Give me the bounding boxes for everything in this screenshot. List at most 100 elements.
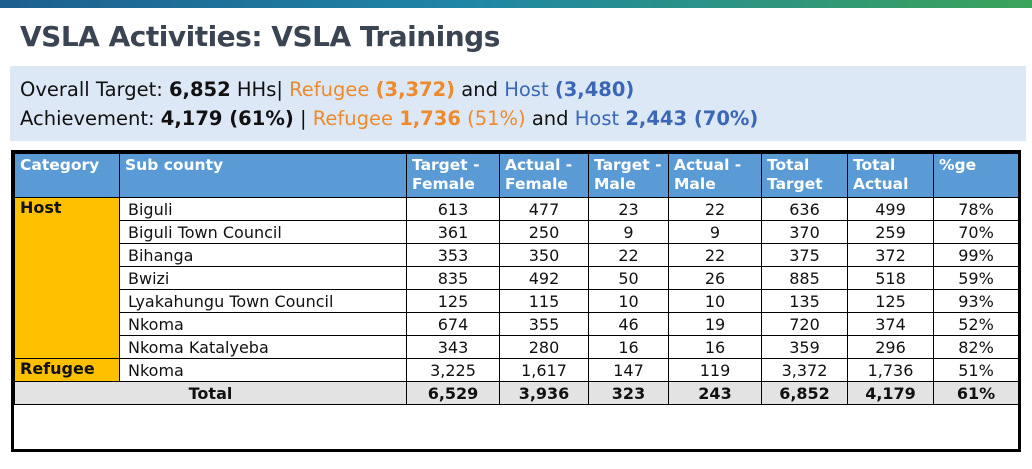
slide-title: VSLA Activities: VSLA Trainings [20,20,500,53]
host-achievement-pct: (70%) [687,107,759,130]
overall-target-label: Overall Target: [20,78,169,101]
total-value-cell: 3,936 [499,381,589,405]
value-cell: 885 [761,266,848,290]
value-cell: 250 [499,220,589,244]
host-achievement-value: 2,443 [625,107,688,130]
refugee-achievement-value: 1,736 [399,107,461,130]
value-cell: 22 [588,243,669,267]
value-cell: 10 [588,289,669,313]
value-cell: 52% [933,312,1019,336]
value-cell: 46 [588,312,669,336]
value-cell: 636 [761,197,848,221]
value-cell: 22 [668,197,762,221]
overall-target-line: Overall Target: 6,852 HHs| Refugee (3,37… [20,78,634,101]
value-cell: 9 [668,220,762,244]
sub-county-cell: Lyakahungu Town Council [119,289,407,313]
value-cell: 3,225 [406,358,500,382]
value-cell: 372 [847,243,934,267]
host-achievement-label: Host [574,107,626,130]
column-header: Category [14,153,120,198]
achievement-label: Achievement: [20,107,161,130]
table-row: Nkoma 674 355 46 19 720 374 52% [15,312,1019,336]
value-cell: 370 [761,220,848,244]
table-row: Lyakahungu Town Council 125 115 10 10 135 125 9… [15,289,1019,313]
value-cell: 147 [588,358,669,382]
value-cell: 70% [933,220,1019,244]
host-target-label: Host [504,78,555,101]
total-value-cell: 243 [668,381,762,405]
table-row: Refugee Nkoma 3,225 1,617 147 119 3,372 1,736 51… [14,358,1019,382]
total-value-cell: 6,529 [406,381,500,405]
table-row: Host Biguli 613 477 23 22 636 499 78% [14,197,1019,359]
total-value-cell: 61% [933,381,1019,405]
category-cell: Refugee [14,358,120,382]
value-cell: 499 [847,197,934,221]
achievement-line: Achievement: 4,179 (61%) | Refugee 1,736… [20,107,758,130]
sub-county-cell: Biguli Town Council [119,220,407,244]
value-cell: 99% [933,243,1019,267]
value-cell: 1,736 [847,358,934,382]
column-header: Target - Female [406,153,500,198]
value-cell: 93% [933,289,1019,313]
value-cell: 9 [588,220,669,244]
sub-county-cell: Bihanga [119,243,407,267]
value-cell: 135 [761,289,848,313]
achievement-joiner: and [525,107,575,130]
value-cell: 350 [499,243,589,267]
table-row: Biguli Town Council 361 250 9 9 370 259 70% [15,220,1019,244]
value-cell: 16 [668,335,762,359]
value-cell: 674 [406,312,500,336]
value-cell: 119 [668,358,762,382]
value-cell: 353 [406,243,500,267]
sub-county-cell: Nkoma [119,358,407,382]
sub-county-cell: Nkoma [119,312,407,336]
value-cell: 1,617 [499,358,589,382]
value-cell: 355 [499,312,589,336]
value-cell: 50 [588,266,669,290]
total-row: Total 6,529 3,936 323 243 6,852 4,179 61% [14,381,1019,405]
table-body: Host Biguli 613 477 23 22 636 499 78% Biguli Town… [14,197,1019,405]
value-cell: 492 [499,266,589,290]
refugee-target-value: (3,372) [375,78,456,101]
achievement-total: 4,179 (61%) [160,107,294,130]
value-cell: 59% [933,266,1019,290]
table-header-row: Category Sub county Target - Female Actu… [14,153,1019,198]
total-value-cell: 323 [588,381,669,405]
column-header: Total Target [761,153,848,198]
column-header: %ge [933,153,1019,198]
table-row: Bihanga 353 350 22 22 375 372 99% [15,243,1019,267]
value-cell: 613 [406,197,500,221]
sub-county-cell: Biguli [119,197,407,221]
value-cell: 477 [499,197,589,221]
value-cell: 78% [933,197,1019,221]
target-joiner: and [455,78,505,101]
total-value-cell: 4,179 [847,381,934,405]
value-cell: 82% [933,335,1019,359]
value-cell: 374 [847,312,934,336]
training-table-frame: Category Sub county Target - Female Actu… [11,150,1021,452]
table-row: Bwizi 835 492 50 26 885 518 59% [15,266,1019,290]
achievement-separator: | [293,107,313,130]
overall-target-total: 6,852 [168,78,231,101]
column-header: Actual - Female [499,153,589,198]
value-cell: 375 [761,243,848,267]
value-cell: 19 [668,312,762,336]
sub-county-cell: Bwizi [119,266,407,290]
value-cell: 51% [933,358,1019,382]
value-cell: 125 [406,289,500,313]
column-header: Sub county [119,153,407,198]
overall-target-unit: HHs| [230,78,290,101]
refugee-achievement-label: Refugee [312,107,400,130]
total-label: Total [14,381,407,405]
value-cell: 26 [668,266,762,290]
training-table: Category Sub county Target - Female Actu… [14,153,1019,405]
top-accent-band [0,0,1032,8]
column-header: Target - Male [588,153,669,198]
refugee-achievement-pct: (51%) [460,107,526,130]
value-cell: 518 [847,266,934,290]
total-value-cell: 6,852 [761,381,848,405]
category-cell: Host [14,197,120,359]
value-cell: 296 [847,335,934,359]
column-header: Total Actual [847,153,934,198]
value-cell: 115 [499,289,589,313]
